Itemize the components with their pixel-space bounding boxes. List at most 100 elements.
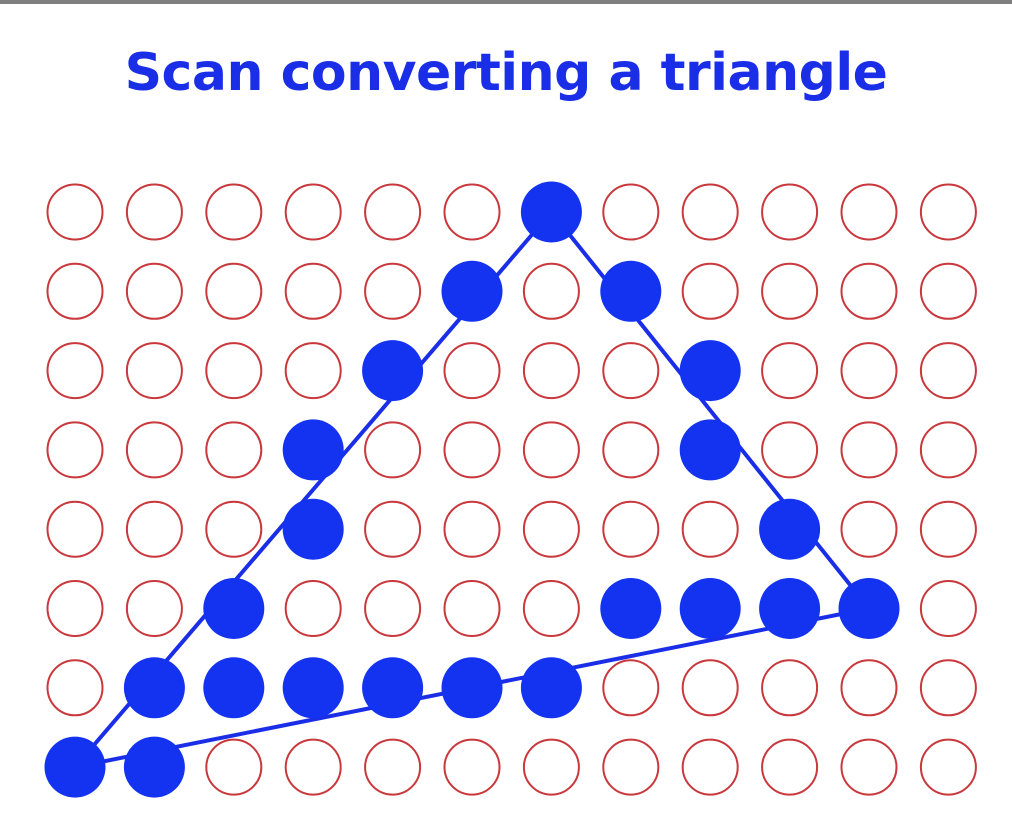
filled-pixel [203, 657, 265, 719]
empty-pixel [443, 342, 501, 400]
empty-pixel [761, 342, 819, 400]
empty-pixel [681, 262, 739, 320]
empty-pixel [364, 421, 422, 479]
empty-pixel [205, 738, 263, 796]
empty-pixel [919, 500, 977, 558]
empty-pixel [681, 659, 739, 717]
filled-pixel [600, 260, 662, 322]
empty-pixel [919, 342, 977, 400]
empty-pixel [125, 421, 183, 479]
empty-pixel [443, 500, 501, 558]
filled-pixel [679, 419, 741, 481]
empty-pixel [840, 183, 898, 241]
slide-title: Scan converting a triangle [124, 42, 888, 103]
empty-pixel [46, 421, 104, 479]
empty-pixel [46, 262, 104, 320]
empty-pixel [46, 580, 104, 637]
filled-pixel [282, 498, 344, 560]
filled-pixel [759, 578, 821, 639]
empty-pixel [840, 421, 898, 479]
filled-pixel [123, 657, 185, 719]
empty-pixel [522, 738, 580, 796]
triangle-edge [549, 210, 871, 611]
filled-pixel [759, 498, 821, 560]
empty-pixel [125, 183, 183, 241]
filled-pixel [441, 260, 503, 322]
empty-pixel [522, 342, 580, 400]
filled-pixel [123, 736, 185, 798]
empty-pixel [443, 183, 501, 241]
empty-pixel [205, 262, 263, 320]
empty-pixel [46, 183, 104, 241]
empty-pixel [761, 262, 819, 320]
empty-pixel [205, 342, 263, 400]
filled-pixel [203, 578, 265, 639]
empty-pixel [46, 342, 104, 400]
empty-pixel-layer [46, 183, 977, 796]
filled-pixel [282, 419, 344, 481]
empty-pixel [522, 580, 580, 637]
empty-pixel [919, 738, 977, 796]
empty-pixel [205, 183, 263, 241]
empty-pixel [840, 738, 898, 796]
empty-pixel [840, 500, 898, 558]
empty-pixel [364, 738, 422, 796]
empty-pixel [205, 421, 263, 479]
top-rule [0, 0, 1012, 4]
empty-pixel [602, 500, 660, 558]
empty-pixel [443, 738, 501, 796]
empty-pixel [919, 580, 977, 637]
empty-pixel [681, 500, 739, 558]
empty-pixel [522, 421, 580, 479]
empty-pixel [46, 500, 104, 558]
empty-pixel [840, 659, 898, 717]
empty-pixel [284, 738, 342, 796]
empty-pixel [284, 580, 342, 637]
filled-pixel [362, 657, 424, 719]
empty-pixel [681, 183, 739, 241]
empty-pixel [840, 342, 898, 400]
empty-pixel [761, 738, 819, 796]
empty-pixel [125, 262, 183, 320]
filled-pixel [600, 578, 662, 639]
empty-pixel [125, 500, 183, 558]
empty-pixel [364, 183, 422, 241]
filled-pixel [838, 578, 900, 639]
empty-pixel [761, 183, 819, 241]
empty-pixel [761, 421, 819, 479]
empty-pixel [602, 183, 660, 241]
filled-pixel [44, 736, 106, 798]
filled-pixel [520, 181, 582, 243]
empty-pixel [364, 580, 422, 637]
filled-pixel [520, 657, 582, 719]
empty-pixel [840, 262, 898, 320]
empty-pixel [681, 738, 739, 796]
empty-pixel [125, 342, 183, 400]
empty-pixel [602, 659, 660, 717]
empty-pixel [364, 500, 422, 558]
empty-pixel [919, 183, 977, 241]
empty-pixel [205, 500, 263, 558]
filled-pixel [679, 578, 741, 639]
empty-pixel [364, 262, 422, 320]
empty-pixel [602, 421, 660, 479]
empty-pixel [284, 342, 342, 400]
empty-pixel [522, 262, 580, 320]
empty-pixel [46, 659, 104, 717]
empty-pixel [284, 183, 342, 241]
empty-pixel [761, 659, 819, 717]
empty-pixel [443, 580, 501, 637]
empty-pixel [284, 262, 342, 320]
filled-pixel [679, 340, 741, 402]
filled-pixel [362, 340, 424, 402]
empty-pixel [522, 500, 580, 558]
empty-pixel [919, 262, 977, 320]
empty-pixel [443, 421, 501, 479]
empty-pixel [125, 580, 183, 637]
filled-pixel-layer [44, 181, 900, 798]
empty-pixel [602, 738, 660, 796]
filled-pixel [282, 657, 344, 719]
empty-pixel [602, 342, 660, 400]
empty-pixel [919, 659, 977, 717]
